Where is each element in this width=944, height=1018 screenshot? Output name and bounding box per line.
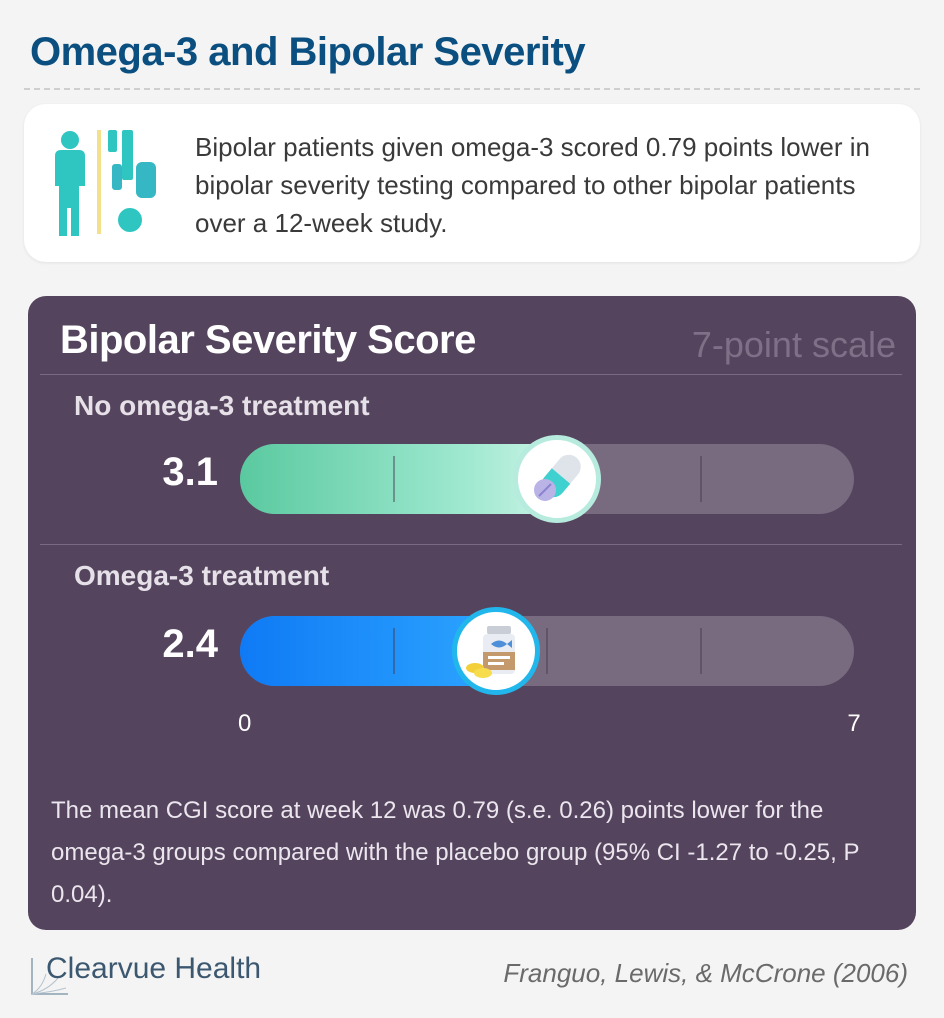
axis-min-label: 0 <box>238 710 252 737</box>
row-divider <box>40 544 902 545</box>
bar <box>240 444 557 514</box>
page-title: Omega-3 and Bipolar Severity <box>30 30 586 74</box>
grid-tick <box>392 628 395 674</box>
summary-card: Bipolar patients given omega-3 scored 0.… <box>24 104 920 262</box>
category-label: Omega-3 treatment <box>74 560 330 591</box>
category-label: No omega-3 treatment <box>74 390 370 421</box>
fish-oil-bottle-icon <box>451 607 540 695</box>
chart-title: Bipolar Severity Score <box>60 318 476 362</box>
bar-track <box>240 616 854 686</box>
pill-capsule-icon <box>512 435 601 523</box>
footnote: The mean CGI score at week 12 was 0.79 (… <box>51 797 860 908</box>
header-divider <box>40 374 902 375</box>
axis-max-label: 7 <box>847 710 861 737</box>
people-icon <box>55 130 156 236</box>
brand-name: Clearvue Health <box>46 952 262 985</box>
scale-note: 7-point scale <box>691 324 896 365</box>
brand-mark-icon <box>31 958 68 995</box>
grid-tick <box>546 628 548 674</box>
chart-panel: Bipolar Severity Score 7-point scale No … <box>28 296 916 930</box>
grid-tick <box>699 628 702 674</box>
citation: Franguo, Lewis, & McCrone (2006) <box>503 958 908 988</box>
summary-text: Bipolar patients given omega-3 scored 0.… <box>195 132 870 238</box>
title-divider <box>24 88 920 90</box>
grid-tick <box>699 456 702 502</box>
grid-tick <box>392 456 395 502</box>
value-label: 2.4 <box>162 622 218 666</box>
value-label: 3.1 <box>162 450 218 494</box>
